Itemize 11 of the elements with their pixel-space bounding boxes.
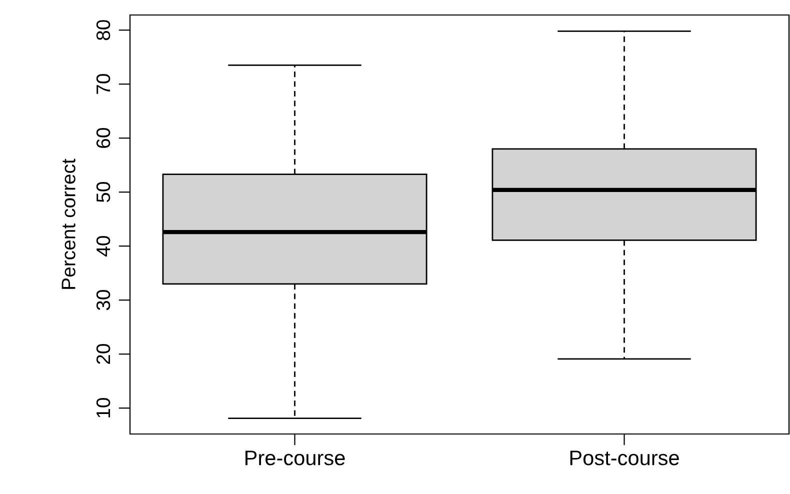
y-tick-label: 70 [96,74,110,94]
y-tick-label: 60 [96,128,110,148]
y-axis-title: Percent correct [62,158,76,289]
y-tick-label: 50 [96,182,110,202]
y-tick-label: 20 [96,344,110,364]
y-tick-label: 10 [96,398,110,418]
x-tick-label: Post-course [570,450,679,466]
y-tick-label: 30 [96,290,110,310]
x-tick-label: Pre-course [246,450,345,466]
y-tick-label: 80 [96,20,110,40]
y-tick-label: 40 [96,236,110,256]
